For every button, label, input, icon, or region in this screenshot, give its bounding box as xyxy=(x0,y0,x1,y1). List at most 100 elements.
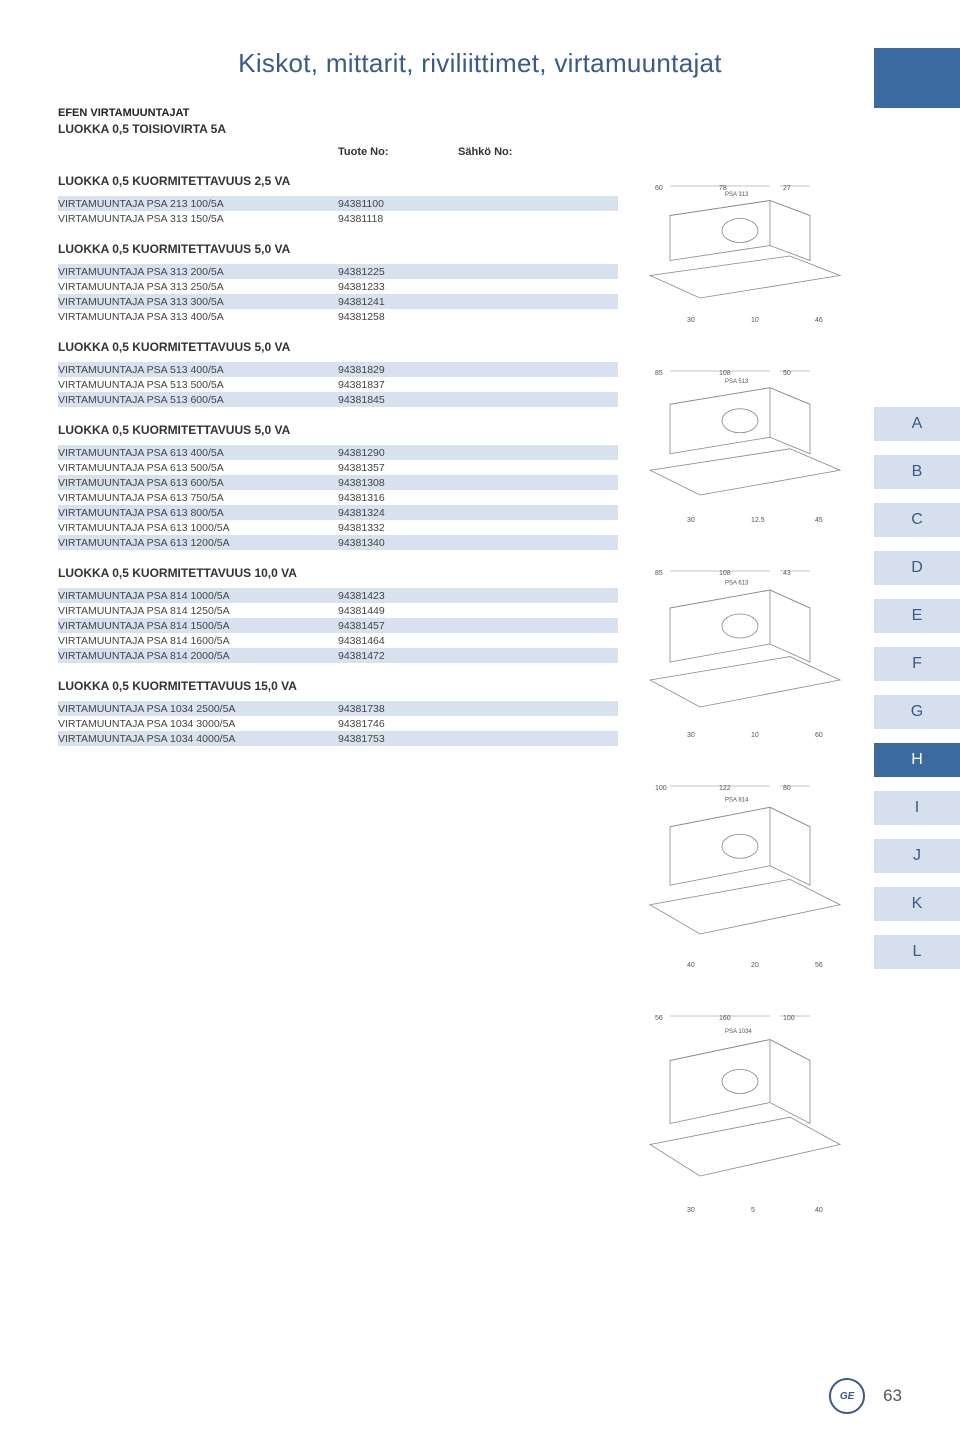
product-code: 94381449 xyxy=(338,603,458,618)
svg-text:60: 60 xyxy=(655,185,663,192)
product-code: 94381324 xyxy=(338,505,458,520)
table-row: VIRTAMUUNTAJA PSA 814 2000/5A94381472 xyxy=(58,648,618,663)
product-code: 94381316 xyxy=(338,490,458,505)
product-code: 94381258 xyxy=(338,309,458,324)
section-head: LUOKKA 0,5 KUORMITETTAVUUS 2,5 VA xyxy=(58,174,600,188)
product-code: 94381233 xyxy=(338,279,458,294)
table-row: VIRTAMUUNTAJA PSA 613 1200/5A94381340 xyxy=(58,535,618,550)
table-row: VIRTAMUUNTAJA PSA 513 600/5A94381845 xyxy=(58,392,618,407)
main-content: EFEN VIRTAMUUNTAJAT LUOKKA 0,5 TOISIOVIR… xyxy=(0,107,600,746)
product-code: 94381464 xyxy=(338,633,458,648)
product-code: 94381241 xyxy=(338,294,458,309)
data-table: VIRTAMUUNTAJA PSA 613 400/5A94381290VIRT… xyxy=(58,445,618,550)
page-title: Kiskot, mittarit, riviliittimet, virtamu… xyxy=(0,48,960,79)
svg-text:5: 5 xyxy=(751,1207,755,1214)
data-table: VIRTAMUUNTAJA PSA 814 1000/5A94381423VIR… xyxy=(58,588,618,663)
product-code: 94381457 xyxy=(338,618,458,633)
dimension-diagram: 8530108104360 PSA 613 xyxy=(630,563,860,748)
svg-text:40: 40 xyxy=(687,962,695,969)
diagram-column: 603078102746 PSA 313 853010812.55045 PSA… xyxy=(630,178,860,1253)
table-row: VIRTAMUUNTAJA PSA 213 100/5A94381100 xyxy=(58,196,618,211)
index-tab-g[interactable]: G xyxy=(874,695,960,729)
table-row: VIRTAMUUNTAJA PSA 814 1500/5A94381457 xyxy=(58,618,618,633)
svg-text:10: 10 xyxy=(751,732,759,739)
data-table: VIRTAMUUNTAJA PSA 313 200/5A94381225VIRT… xyxy=(58,264,618,324)
table-row: VIRTAMUUNTAJA PSA 313 400/5A94381258 xyxy=(58,309,618,324)
product-code: 94381118 xyxy=(338,211,458,226)
svg-text:30: 30 xyxy=(687,1207,695,1214)
index-tab-k[interactable]: K xyxy=(874,887,960,921)
product-name: VIRTAMUUNTAJA PSA 814 1000/5A xyxy=(58,588,338,603)
product-name: VIRTAMUUNTAJA PSA 313 300/5A xyxy=(58,294,338,309)
product-name: VIRTAMUUNTAJA PSA 613 400/5A xyxy=(58,445,338,460)
index-tab-a[interactable]: A xyxy=(874,407,960,441)
product-code: 94381340 xyxy=(338,535,458,550)
table-row: VIRTAMUUNTAJA PSA 1034 2500/5A94381738 xyxy=(58,701,618,716)
product-name: VIRTAMUUNTAJA PSA 613 600/5A xyxy=(58,475,338,490)
product-name: VIRTAMUUNTAJA PSA 814 2000/5A xyxy=(58,648,338,663)
product-code: 94381472 xyxy=(338,648,458,663)
product-name: VIRTAMUUNTAJA PSA 313 150/5A xyxy=(58,211,338,226)
index-tab-h[interactable]: H xyxy=(874,743,960,777)
page-number: 63 xyxy=(883,1386,902,1406)
product-code: 94381753 xyxy=(338,731,458,746)
table-row: VIRTAMUUNTAJA PSA 613 600/5A94381308 xyxy=(58,475,618,490)
product-name: VIRTAMUUNTAJA PSA 613 750/5A xyxy=(58,490,338,505)
svg-text:30: 30 xyxy=(687,517,695,524)
product-code: 94381845 xyxy=(338,392,458,407)
index-tab-i[interactable]: I xyxy=(874,791,960,825)
product-name: VIRTAMUUNTAJA PSA 613 1000/5A xyxy=(58,520,338,535)
svg-text:45: 45 xyxy=(815,517,823,524)
product-name: VIRTAMUUNTAJA PSA 513 400/5A xyxy=(58,362,338,377)
table-row: VIRTAMUUNTAJA PSA 313 250/5A94381233 xyxy=(58,279,618,294)
product-name: VIRTAMUUNTAJA PSA 814 1250/5A xyxy=(58,603,338,618)
table-row: VIRTAMUUNTAJA PSA 814 1000/5A94381423 xyxy=(58,588,618,603)
svg-text:60: 60 xyxy=(815,732,823,739)
svg-text:PSA 513: PSA 513 xyxy=(725,379,749,385)
table-row: VIRTAMUUNTAJA PSA 1034 4000/5A94381753 xyxy=(58,731,618,746)
product-name: VIRTAMUUNTAJA PSA 814 1500/5A xyxy=(58,618,338,633)
table-row: VIRTAMUUNTAJA PSA 313 300/5A94381241 xyxy=(58,294,618,309)
dimension-diagram: 603078102746 PSA 313 xyxy=(630,178,860,333)
index-tab-c[interactable]: C xyxy=(874,503,960,537)
product-name: VIRTAMUUNTAJA PSA 213 100/5A xyxy=(58,196,338,211)
table-row: VIRTAMUUNTAJA PSA 613 750/5A94381316 xyxy=(58,490,618,505)
data-table: VIRTAMUUNTAJA PSA 513 400/5A94381829VIRT… xyxy=(58,362,618,407)
svg-text:40: 40 xyxy=(815,1207,823,1214)
svg-text:PSA 313: PSA 313 xyxy=(725,192,749,198)
meta-efen: EFEN VIRTAMUUNTAJAT xyxy=(58,107,600,119)
side-tabs: ABCDEFGHIJKL xyxy=(874,407,960,983)
table-row: VIRTAMUUNTAJA PSA 814 1600/5A94381464 xyxy=(58,633,618,648)
top-accent-bar xyxy=(874,48,960,108)
product-name: VIRTAMUUNTAJA PSA 513 600/5A xyxy=(58,392,338,407)
svg-text:10: 10 xyxy=(751,317,759,324)
table-row: VIRTAMUUNTAJA PSA 814 1250/5A94381449 xyxy=(58,603,618,618)
svg-text:85: 85 xyxy=(655,570,663,577)
section-head: LUOKKA 0,5 KUORMITETTAVUUS 5,0 VA xyxy=(58,340,600,354)
data-table: VIRTAMUUNTAJA PSA 213 100/5A94381100VIRT… xyxy=(58,196,618,226)
product-name: VIRTAMUUNTAJA PSA 313 400/5A xyxy=(58,309,338,324)
table-row: VIRTAMUUNTAJA PSA 313 200/5A94381225 xyxy=(58,264,618,279)
product-code: 94381225 xyxy=(338,264,458,279)
table-row: VIRTAMUUNTAJA PSA 613 800/5A94381324 xyxy=(58,505,618,520)
index-tab-b[interactable]: B xyxy=(874,455,960,489)
product-code: 94381100 xyxy=(338,196,458,211)
dimension-diagram: 5630160510040 PSA 1034 xyxy=(630,1008,860,1223)
svg-text:PSA 613: PSA 613 xyxy=(725,581,749,587)
product-name: VIRTAMUUNTAJA PSA 613 1200/5A xyxy=(58,535,338,550)
product-name: VIRTAMUUNTAJA PSA 313 250/5A xyxy=(58,279,338,294)
product-name: VIRTAMUUNTAJA PSA 814 1600/5A xyxy=(58,633,338,648)
product-code: 94381332 xyxy=(338,520,458,535)
svg-text:30: 30 xyxy=(687,732,695,739)
product-name: VIRTAMUUNTAJA PSA 513 500/5A xyxy=(58,377,338,392)
svg-text:46: 46 xyxy=(815,317,823,324)
svg-text:85: 85 xyxy=(655,370,663,377)
index-tab-d[interactable]: D xyxy=(874,551,960,585)
index-tab-j[interactable]: J xyxy=(874,839,960,873)
svg-text:12.5: 12.5 xyxy=(751,517,765,524)
table-row: VIRTAMUUNTAJA PSA 513 500/5A94381837 xyxy=(58,377,618,392)
index-tab-f[interactable]: F xyxy=(874,647,960,681)
product-name: VIRTAMUUNTAJA PSA 1034 4000/5A xyxy=(58,731,338,746)
index-tab-l[interactable]: L xyxy=(874,935,960,969)
index-tab-e[interactable]: E xyxy=(874,599,960,633)
